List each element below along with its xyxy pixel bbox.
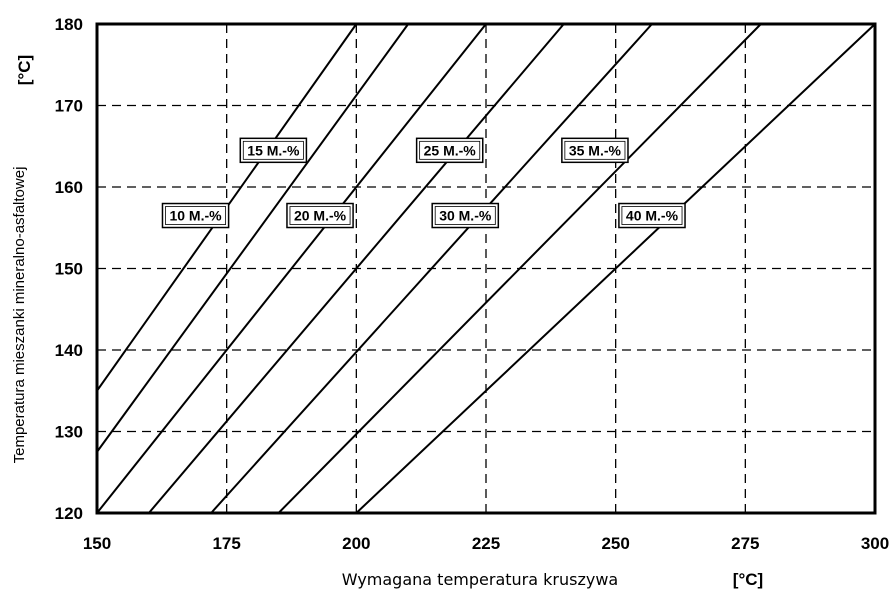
series-line-5	[210, 23, 653, 514]
label-box-inner	[434, 206, 496, 225]
y-tick-label: 160	[55, 178, 83, 197]
y-tick-label: 130	[55, 423, 83, 442]
series-label: 40 M.-%	[626, 208, 679, 224]
series-line-3	[96, 23, 487, 514]
y-tick-label: 180	[55, 15, 83, 34]
label-box-inner	[419, 140, 481, 160]
tick-labels: 150 175 200 225 250 275 300 120 130 140 150 160 170 1…	[55, 15, 890, 553]
series-label: 20 M.-%	[294, 208, 347, 224]
series-label-box: 20 M.-%	[286, 202, 354, 229]
label-box-inner	[165, 206, 227, 225]
x-tick-label: 250	[601, 534, 629, 553]
label-box	[561, 137, 629, 164]
label-box-inner	[242, 140, 304, 160]
series-label-box: 10 M.-%	[161, 202, 230, 229]
x-axis-title: Wymagana temperatura kruszywa	[342, 570, 618, 589]
label-box-inner	[621, 206, 683, 225]
x-tick-label: 175	[212, 534, 240, 553]
label-box-inner	[564, 140, 626, 160]
series-label-box: 30 M.-%	[431, 202, 500, 229]
plot-frame	[95, 22, 877, 515]
series-line-4	[148, 23, 565, 514]
label-box	[415, 137, 484, 164]
x-tick-label: 150	[83, 534, 111, 553]
series-line-7	[355, 23, 876, 514]
y-tick-label: 170	[55, 97, 83, 116]
series-label-box: 15 M.-%	[239, 137, 308, 164]
x-tick-label: 200	[342, 534, 370, 553]
series-label: 10 M.-%	[169, 208, 222, 224]
y-tick-label: 120	[55, 504, 83, 523]
label-box	[618, 202, 686, 229]
series-label: 25 M.-%	[424, 142, 477, 158]
label-box	[431, 202, 500, 229]
series-labels: 10 M.-% 15 M.-% 20 M.-% 25 M.-% 30 M.-% 35 M.…	[161, 137, 686, 229]
x-tick-label: 275	[731, 534, 759, 553]
label-box	[161, 202, 230, 229]
label-box-inner	[289, 206, 351, 225]
series-label: 30 M.-%	[439, 208, 492, 224]
series-label-box: 40 M.-%	[618, 202, 686, 229]
series-group	[96, 23, 876, 514]
series-label: 35 M.-%	[569, 142, 622, 158]
series-label: 15 M.-%	[247, 142, 300, 158]
y-tick-label: 140	[55, 341, 83, 360]
series-label-box: 25 M.-%	[415, 137, 484, 164]
x-axis-unit: [°C]	[733, 570, 763, 589]
x-tick-label: 300	[861, 534, 889, 553]
y-tick-label: 150	[55, 260, 83, 279]
grid	[97, 24, 875, 513]
series-line-2	[96, 23, 410, 453]
label-box	[286, 202, 354, 229]
series-label-box: 35 M.-%	[561, 137, 629, 164]
series-line-6	[277, 23, 762, 514]
label-box	[239, 137, 308, 164]
y-axis-title: Temperatura mieszanki mineralno-asfaltow…	[11, 167, 28, 464]
x-tick-label: 225	[472, 534, 500, 553]
y-axis-unit: [°C]	[15, 55, 34, 85]
